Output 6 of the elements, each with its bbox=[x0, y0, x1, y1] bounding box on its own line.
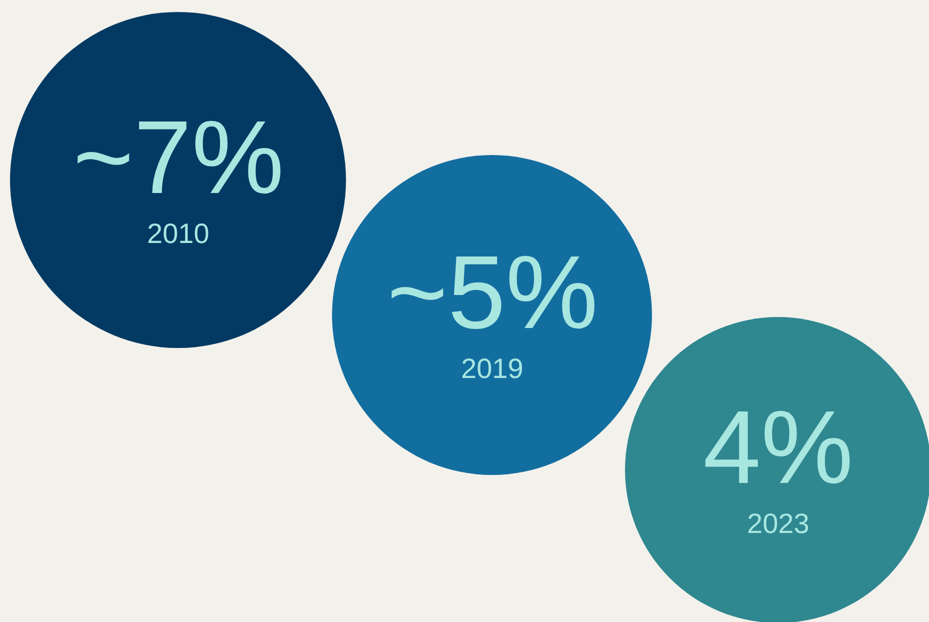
data-label: ~7% bbox=[73, 100, 284, 216]
category-label: 2023 bbox=[747, 508, 810, 539]
category-label: 2019 bbox=[461, 353, 524, 384]
category-label: 2010 bbox=[147, 218, 210, 249]
data-label: ~5% bbox=[387, 235, 598, 351]
data-label: 4% bbox=[703, 390, 854, 506]
